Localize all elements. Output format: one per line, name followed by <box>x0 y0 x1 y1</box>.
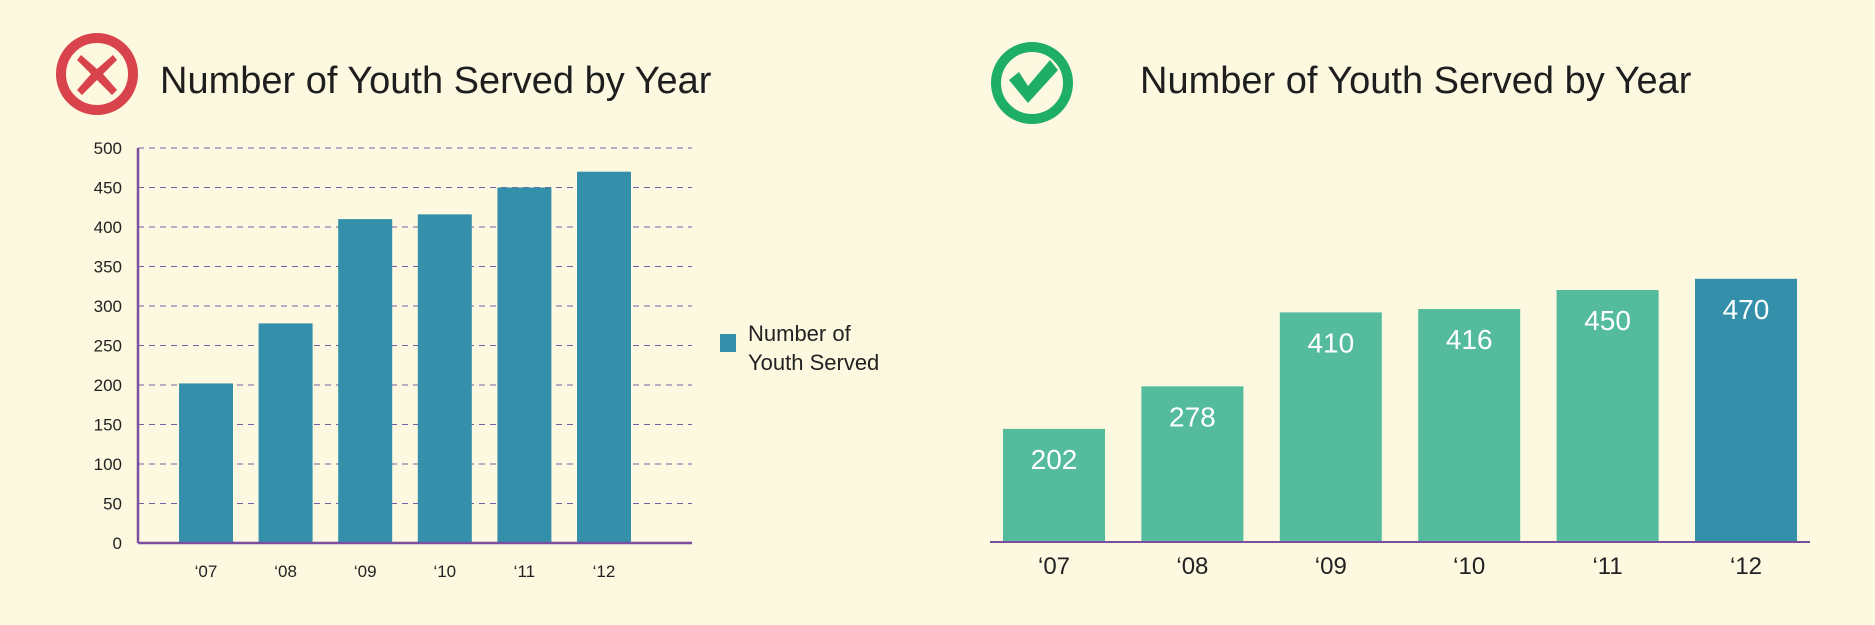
x-axis-ticks: ‘07 ‘08 ‘09 ‘10 ‘11 ‘12 <box>1038 553 1762 580</box>
data-label: 202 <box>1031 444 1078 475</box>
legend: Number of Youth Served <box>720 321 879 375</box>
data-label: 470 <box>1723 294 1770 325</box>
y-tick-label: 200 <box>94 376 122 395</box>
y-tick-label: 500 <box>94 139 122 158</box>
bar <box>1418 309 1521 542</box>
y-tick-label: 250 <box>94 337 122 356</box>
axes <box>136 148 692 545</box>
data-label: 450 <box>1584 305 1631 336</box>
legend-label-line-1: Number of <box>748 321 852 346</box>
x-tick-label: ‘07 <box>195 562 218 581</box>
highlighted-bar <box>1695 278 1797 542</box>
y-tick-label: 150 <box>94 416 122 435</box>
y-tick-label: 300 <box>94 297 122 316</box>
bars <box>179 171 631 544</box>
x-tick-label: ‘09 <box>354 562 377 581</box>
x-tick-label: ‘12 <box>593 562 616 581</box>
x-tick-label: ‘10 <box>433 562 456 581</box>
bar <box>417 214 472 544</box>
x-tick-label: ‘07 <box>1038 553 1070 580</box>
bar <box>179 383 233 543</box>
x-tick-label: ‘11 <box>514 562 535 581</box>
bars <box>1003 278 1797 542</box>
data-label: 416 <box>1446 324 1493 355</box>
x-mark-icon <box>56 33 138 115</box>
x-tick-label: ‘09 <box>1315 553 1347 580</box>
y-tick-label: 0 <box>113 534 122 553</box>
x-tick-label: ‘12 <box>1730 553 1762 580</box>
x-tick-label: ‘11 <box>1592 553 1622 580</box>
bar <box>258 323 313 543</box>
bar <box>1141 386 1244 542</box>
y-tick-label: 50 <box>103 495 122 514</box>
legend-label-line-2: Youth Served <box>748 350 879 375</box>
y-tick-label: 450 <box>94 179 122 198</box>
bad-chart-title: Number of Youth Served by Year <box>160 60 712 102</box>
y-tick-label: 100 <box>94 455 122 474</box>
data-labels: 202 278 410 416 450 470 <box>1031 294 1770 475</box>
y-tick-label: 350 <box>94 258 122 277</box>
bar <box>1556 290 1659 542</box>
bar <box>1279 312 1382 542</box>
x-tick-label: ‘08 <box>1176 553 1208 580</box>
bad-example-panel: Number of Youth Served by Year 0 50 100 150… <box>56 33 879 581</box>
x-axis-ticks: ‘07 ‘08 ‘09 ‘10 ‘11 ‘12 <box>195 562 616 581</box>
good-chart-title: Number of Youth Served by Year <box>1140 60 1692 102</box>
good-example-panel: Number of Youth Served by Year 202 278 410… <box>990 42 1810 580</box>
check-mark-icon <box>991 42 1073 124</box>
data-label: 410 <box>1307 327 1354 358</box>
bar <box>577 171 631 543</box>
legend-swatch <box>720 334 736 352</box>
bar <box>1003 428 1105 542</box>
y-axis-ticks: 0 50 100 150 200 250 300 350 400 450 500 <box>94 139 122 553</box>
x-tick-label: ‘08 <box>274 562 297 581</box>
x-tick-label: ‘10 <box>1453 553 1485 580</box>
y-tick-label: 400 <box>94 218 122 237</box>
bar <box>497 187 552 543</box>
data-label: 278 <box>1169 401 1216 432</box>
bar <box>338 219 393 543</box>
